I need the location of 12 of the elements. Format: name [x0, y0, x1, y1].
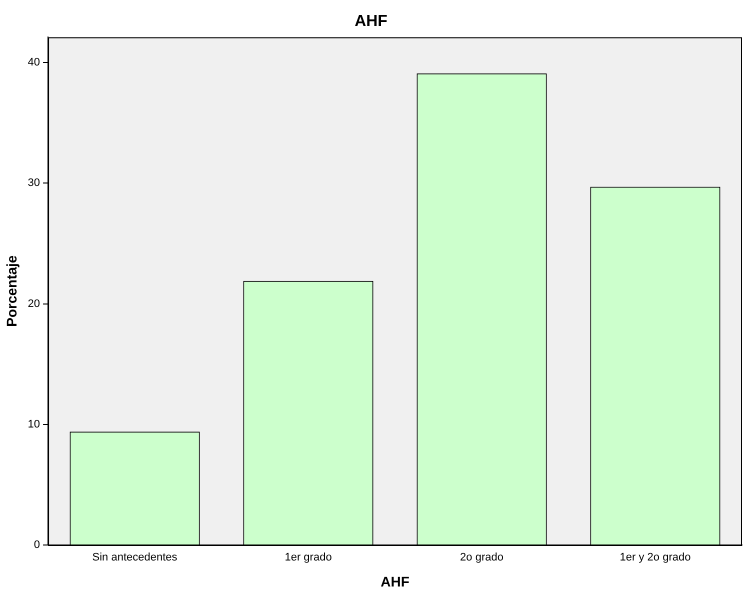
x-axis-title: AHF: [380, 573, 410, 590]
y-tick-label: 0: [34, 539, 40, 552]
y-tick-label: 40: [28, 56, 40, 69]
y-axis-title: Porcentaje: [3, 255, 20, 327]
x-tick-label: Sin antecedentes: [92, 552, 178, 564]
y-tick-label: 30: [28, 177, 40, 190]
y-tick-label: 10: [28, 418, 40, 430]
chart-title: AHF: [354, 13, 388, 30]
y-tick-label: 20: [28, 298, 40, 310]
x-tick-label: 1er y 2o grado: [620, 552, 691, 564]
x-tick-label: 2o grado: [460, 552, 504, 564]
x-tick-label: 1er grado: [284, 552, 332, 564]
